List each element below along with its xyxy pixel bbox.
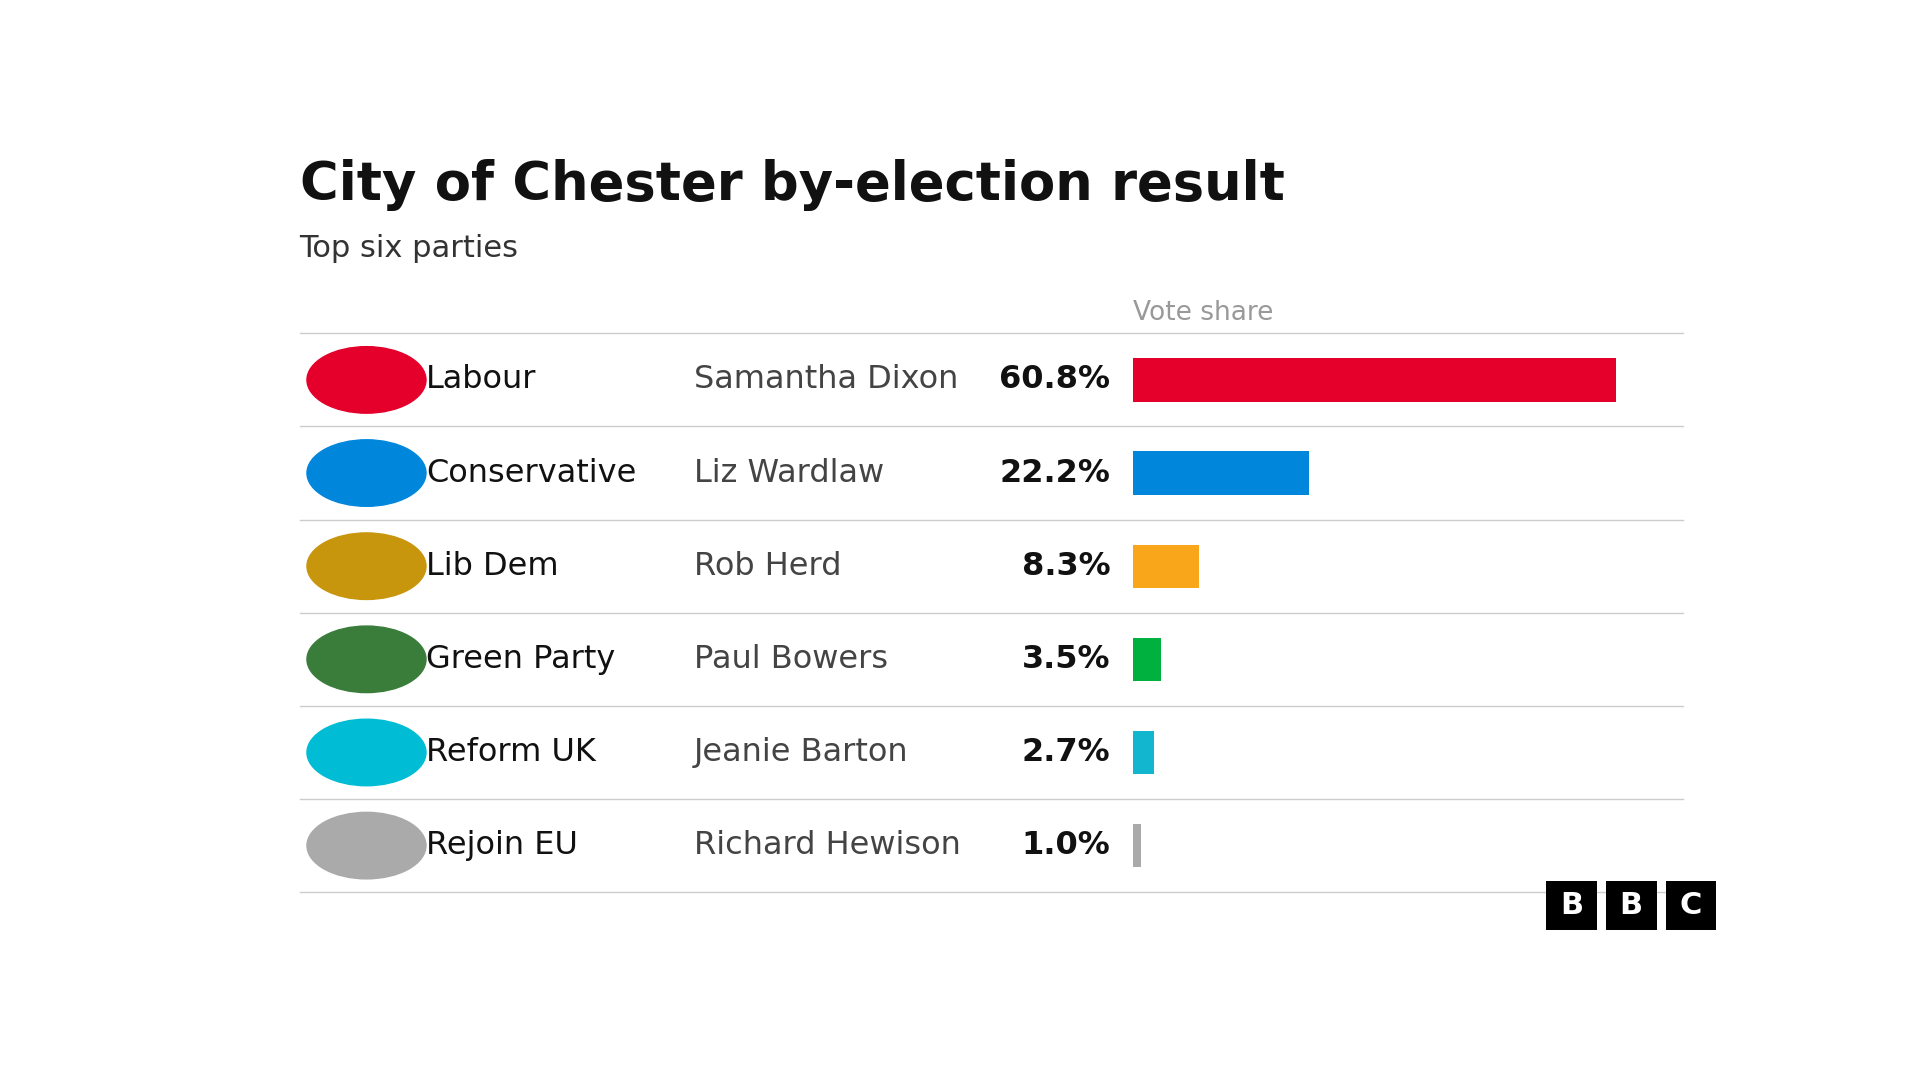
Text: Vote share: Vote share <box>1133 300 1273 326</box>
FancyBboxPatch shape <box>1546 881 1597 930</box>
FancyBboxPatch shape <box>1133 637 1160 681</box>
Text: Jeanie Barton: Jeanie Barton <box>693 737 908 768</box>
Circle shape <box>307 440 426 507</box>
Text: Richard Hewison: Richard Hewison <box>693 831 960 861</box>
Text: 60.8%: 60.8% <box>1000 364 1110 395</box>
FancyBboxPatch shape <box>1133 359 1617 402</box>
Text: 8.3%: 8.3% <box>1021 551 1110 582</box>
Text: Labour: Labour <box>426 364 536 395</box>
Text: B: B <box>1620 891 1644 920</box>
Text: 22.2%: 22.2% <box>1000 458 1110 488</box>
Circle shape <box>307 812 426 879</box>
Text: Lib Dem: Lib Dem <box>426 551 559 582</box>
Text: Conservative: Conservative <box>426 458 636 488</box>
Circle shape <box>307 626 426 692</box>
Text: 2.7%: 2.7% <box>1021 737 1110 768</box>
Text: Green Party: Green Party <box>426 644 616 675</box>
Circle shape <box>307 719 426 786</box>
Text: 1.0%: 1.0% <box>1021 831 1110 861</box>
Text: C: C <box>1680 891 1701 920</box>
FancyBboxPatch shape <box>1605 881 1657 930</box>
FancyBboxPatch shape <box>1133 824 1140 867</box>
Text: Reform UK: Reform UK <box>426 737 595 768</box>
FancyBboxPatch shape <box>1133 451 1309 495</box>
FancyBboxPatch shape <box>1133 731 1154 774</box>
Text: 3.5%: 3.5% <box>1021 644 1110 675</box>
FancyBboxPatch shape <box>1133 544 1198 588</box>
Text: Rob Herd: Rob Herd <box>693 551 841 582</box>
Circle shape <box>307 532 426 599</box>
Text: Top six parties: Top six parties <box>300 233 518 262</box>
Text: Samantha Dixon: Samantha Dixon <box>693 364 958 395</box>
Text: B: B <box>1561 891 1584 920</box>
Text: Rejoin EU: Rejoin EU <box>426 831 578 861</box>
Text: City of Chester by-election result: City of Chester by-election result <box>300 159 1284 211</box>
Text: Liz Wardlaw: Liz Wardlaw <box>693 458 883 488</box>
FancyBboxPatch shape <box>1665 881 1716 930</box>
Circle shape <box>307 347 426 414</box>
Text: Paul Bowers: Paul Bowers <box>693 644 887 675</box>
